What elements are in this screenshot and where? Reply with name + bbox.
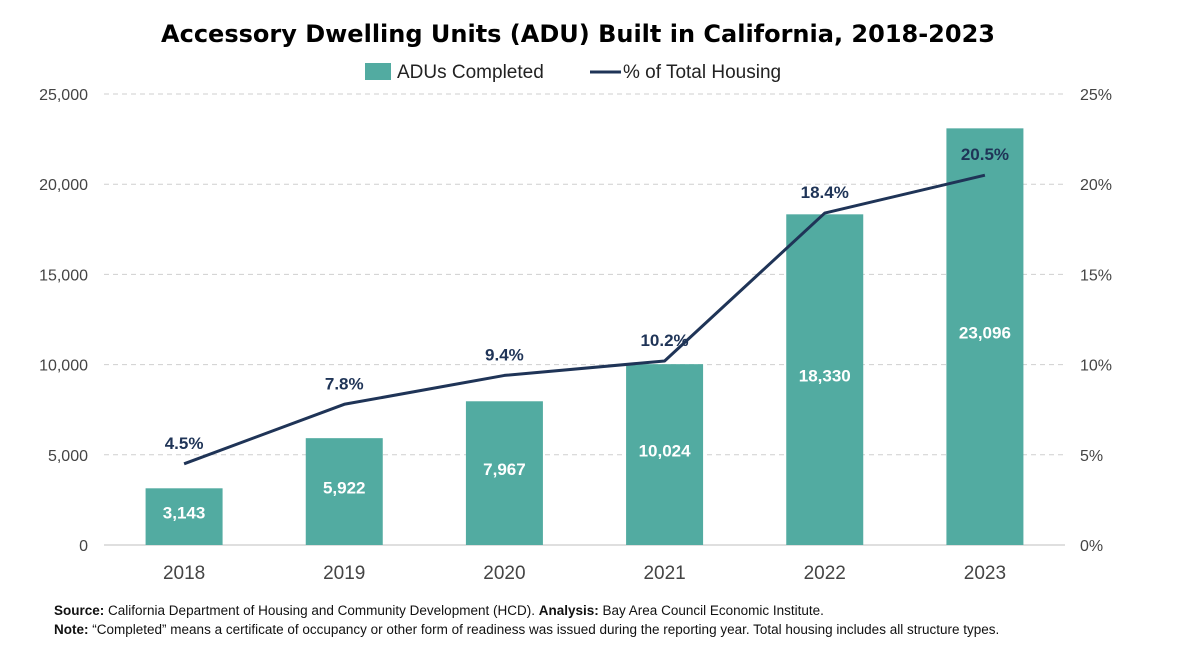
adu-chart: Accessory Dwelling Units (ADU) Built in … <box>39 20 1112 584</box>
y2-tick-label: 0% <box>1080 538 1103 555</box>
bar-2018 <box>145 488 223 545</box>
percent-label: 4.5% <box>165 434 204 453</box>
y-tick-label: 0 <box>79 538 88 555</box>
legend-label-bars: ADUs Completed <box>397 62 544 83</box>
percent-label: 10.2% <box>640 331 688 350</box>
x-tick-label: 2022 <box>804 563 846 584</box>
right-axis-ticks: 0% 5% 10% 15% 20% 25% <box>1080 87 1112 555</box>
gridlines <box>104 93 1065 546</box>
percent-label: 7.8% <box>325 374 364 393</box>
note-text: “Completed” means a certificate of occup… <box>92 622 1000 637</box>
x-axis-ticks: 2018 2019 2020 2021 2022 2023 <box>163 563 1006 584</box>
analysis-text: Bay Area Council Economic Institute. <box>602 603 824 618</box>
source-line: Source: California Department of Housing… <box>54 601 999 620</box>
bar-label: 5,922 <box>323 479 366 498</box>
legend-swatch-bars <box>365 63 391 80</box>
bar-label: 10,024 <box>639 442 692 461</box>
y2-tick-label: 20% <box>1080 177 1112 194</box>
percent-label: 20.5% <box>961 145 1009 164</box>
percent-label: 9.4% <box>485 345 524 364</box>
bar-2019 <box>305 438 383 545</box>
source-label: Source: <box>54 603 105 618</box>
note-line: Note: “Completed” means a certificate of… <box>54 620 999 639</box>
bar-2021 <box>626 364 704 545</box>
y-tick-label: 10,000 <box>39 358 88 375</box>
x-tick-label: 2020 <box>483 563 525 584</box>
y-tick-label: 20,000 <box>39 177 88 194</box>
percent-line <box>183 173 986 466</box>
analysis-label: Analysis: <box>538 603 599 618</box>
y-tick-label: 15,000 <box>39 267 88 284</box>
bar-2022 <box>786 214 864 546</box>
legend-label-line: % of Total Housing <box>623 62 781 83</box>
y2-tick-label: 25% <box>1080 87 1112 104</box>
bar-2023 <box>946 128 1024 546</box>
y2-tick-label: 10% <box>1080 358 1112 375</box>
footer-notes: Source: California Department of Housing… <box>54 601 999 639</box>
bar-label: 7,967 <box>483 460 526 479</box>
left-axis-ticks: 0 5,000 10,000 15,000 20,000 25,000 <box>39 87 88 555</box>
y2-tick-label: 15% <box>1080 267 1112 284</box>
bar-label: 3,143 <box>163 504 206 523</box>
percent-line-series: 4.5% 7.8% 9.4% 10.2% 18.4% 20.5% <box>165 145 1009 466</box>
source-text: California Department of Housing and Com… <box>108 603 535 618</box>
y-tick-label: 5,000 <box>48 448 88 465</box>
x-tick-label: 2021 <box>643 563 685 584</box>
bar-label: 18,330 <box>799 367 851 386</box>
x-tick-label: 2018 <box>163 563 205 584</box>
y-tick-label: 25,000 <box>39 87 88 104</box>
y2-tick-label: 5% <box>1080 448 1103 465</box>
x-tick-label: 2019 <box>323 563 365 584</box>
percent-label: 18.4% <box>801 183 849 202</box>
chart-title: Accessory Dwelling Units (ADU) Built in … <box>161 20 995 48</box>
bars: 3,143 5,922 7,967 10,024 18,330 23,096 <box>145 128 1024 546</box>
bar-2020 <box>465 401 543 545</box>
legend: ADUs Completed % of Total Housing <box>365 62 781 83</box>
bar-label: 23,096 <box>959 324 1011 343</box>
note-label: Note: <box>54 622 89 637</box>
x-tick-label: 2023 <box>964 563 1006 584</box>
